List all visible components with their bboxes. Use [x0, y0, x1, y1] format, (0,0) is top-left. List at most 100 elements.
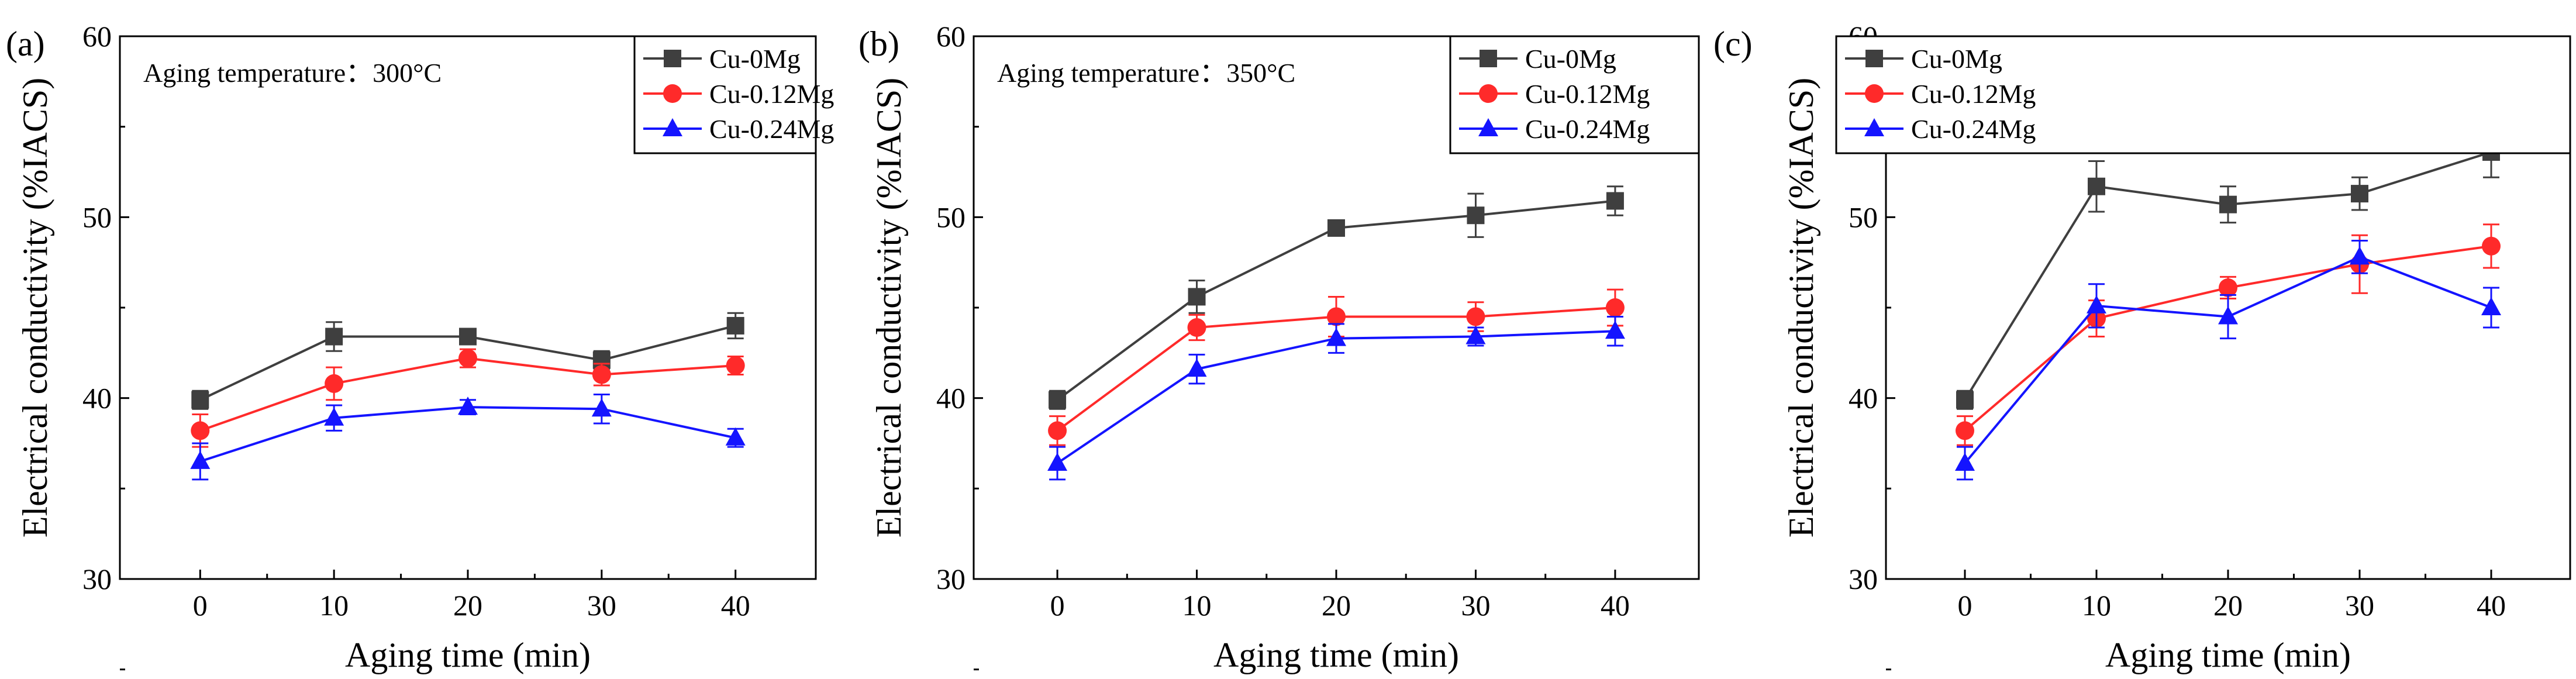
x-axis-title: Aging time (min) [2105, 636, 2351, 674]
series-cu-0mg [191, 312, 744, 410]
data-point [591, 398, 612, 417]
y-tick-label: 30 [936, 563, 965, 595]
aging-temperature-annotation: Aging temperature：350°C [997, 58, 1295, 88]
panel-1: (a) 30 40 50 60 0 10 20 30 40 Aging time (min) Elec… [6, 20, 834, 674]
y-tick-label: 40 [936, 382, 965, 415]
data-point [1327, 219, 1345, 237]
data-point [2351, 185, 2368, 203]
data-point [191, 421, 210, 440]
legend-label: Cu-0.24Mg [709, 114, 834, 144]
data-point [592, 365, 611, 384]
legend-marker [1479, 84, 1498, 103]
series-cu-012mg [1048, 288, 1625, 446]
legend: Cu-0Mg Cu-0.12Mg Cu-0.24Mg [633, 35, 834, 154]
data-point [1188, 288, 1206, 306]
data-point [2219, 195, 2237, 213]
legend-label: Cu-0.12Mg [1525, 79, 1650, 109]
data-point [191, 391, 209, 409]
x-tick-label: 30 [1461, 589, 1490, 622]
data-point [2481, 297, 2501, 315]
data-point [1047, 453, 1068, 471]
legend-label: Cu-0.12Mg [709, 79, 834, 109]
series-cu-0mg [1049, 185, 1624, 410]
data-point [325, 374, 344, 393]
data-point [1326, 328, 1346, 346]
data-point [2482, 236, 2501, 256]
y-tick-label: 50 [82, 201, 112, 233]
legend-label: Cu-0Mg [1911, 44, 2002, 74]
panel-label: (a) [6, 25, 45, 63]
y-tick-label: 40 [82, 382, 112, 415]
series-line [199, 406, 736, 463]
y-tick-label: 60 [936, 20, 965, 53]
legend-marker [1864, 118, 1884, 136]
data-point [1467, 206, 1485, 225]
legend-label: Cu-0Mg [1525, 44, 1616, 74]
x-tick-label: 10 [2082, 589, 2111, 622]
x-tick-label: 20 [2213, 589, 2243, 622]
legend-label: Cu-0.12Mg [1911, 79, 2036, 109]
x-tick-label: 10 [319, 589, 349, 622]
data-point [2087, 295, 2106, 313]
x-tick-label: 0 [193, 589, 208, 622]
series-cu-024mg [1955, 240, 2501, 481]
data-point [325, 328, 343, 346]
y-tick-label: 50 [936, 201, 965, 233]
data-point [725, 427, 746, 446]
x-tick-label: 20 [453, 589, 482, 622]
panel-2: (b) 30 40 50 60 0 10 20 30 40 Aging time (min) Elec… [858, 20, 1700, 674]
legend-marker [1478, 118, 1498, 136]
x-tick-label: 0 [1958, 589, 1972, 622]
data-point [726, 316, 744, 335]
legend: Cu-0Mg Cu-0.12Mg Cu-0.24Mg [1835, 35, 2571, 154]
data-point [458, 397, 478, 415]
y-axis-title: Electrical conductivity (%IACS) [16, 78, 54, 537]
legend-label: Cu-0.24Mg [1911, 114, 2036, 144]
y-tick-label: 30 [82, 563, 112, 595]
legend-marker [1480, 50, 1497, 67]
y-axis-title: Electrical conductivity (%IACS) [1782, 78, 1820, 537]
x-tick-label: 10 [1182, 589, 1212, 622]
data-point [1048, 421, 1067, 440]
x-tick-label: 40 [1601, 589, 1630, 622]
data-point [459, 328, 477, 346]
aging-temperature-annotation: Aging temperature：300°C [143, 58, 442, 88]
legend: Cu-0Mg Cu-0.12Mg Cu-0.24Mg [1449, 35, 1700, 154]
x-tick-label: 40 [2477, 589, 2506, 622]
series-cu-024mg [190, 393, 746, 481]
data-point [2350, 246, 2370, 265]
data-point [2088, 177, 2105, 195]
data-point [190, 450, 211, 469]
legend-marker [663, 118, 682, 136]
x-axis-title: Aging time (min) [345, 636, 591, 674]
series-cu-012mg [191, 348, 745, 448]
data-point [1606, 192, 1624, 210]
legend-marker [663, 84, 682, 103]
series-cu-0mg [1956, 126, 2500, 410]
legend-label: Cu-0Mg [709, 44, 801, 74]
legend-marker [1865, 50, 1883, 67]
data-point [726, 356, 745, 375]
data-point [458, 349, 477, 368]
y-tick-label: 30 [1849, 563, 1878, 595]
data-point [1187, 359, 1207, 377]
data-point [1049, 391, 1067, 409]
x-axis-title: Aging time (min) [1213, 636, 1459, 674]
y-axis-title: Electrical conductivity (%IACS) [870, 78, 908, 537]
data-point [1956, 391, 1974, 409]
legend-marker [1865, 84, 1884, 103]
data-point [2218, 306, 2238, 325]
data-point [1327, 307, 1346, 326]
data-point [1605, 320, 1625, 339]
data-point [1466, 307, 1485, 326]
y-tick-label: 60 [82, 20, 112, 53]
x-tick-label: 40 [721, 589, 750, 622]
data-point [1605, 298, 1625, 317]
legend-box [1835, 35, 2571, 154]
panel-label: (c) [1713, 25, 1753, 63]
legend-marker [664, 50, 681, 67]
x-tick-label: 30 [2345, 589, 2374, 622]
data-point [324, 407, 344, 426]
